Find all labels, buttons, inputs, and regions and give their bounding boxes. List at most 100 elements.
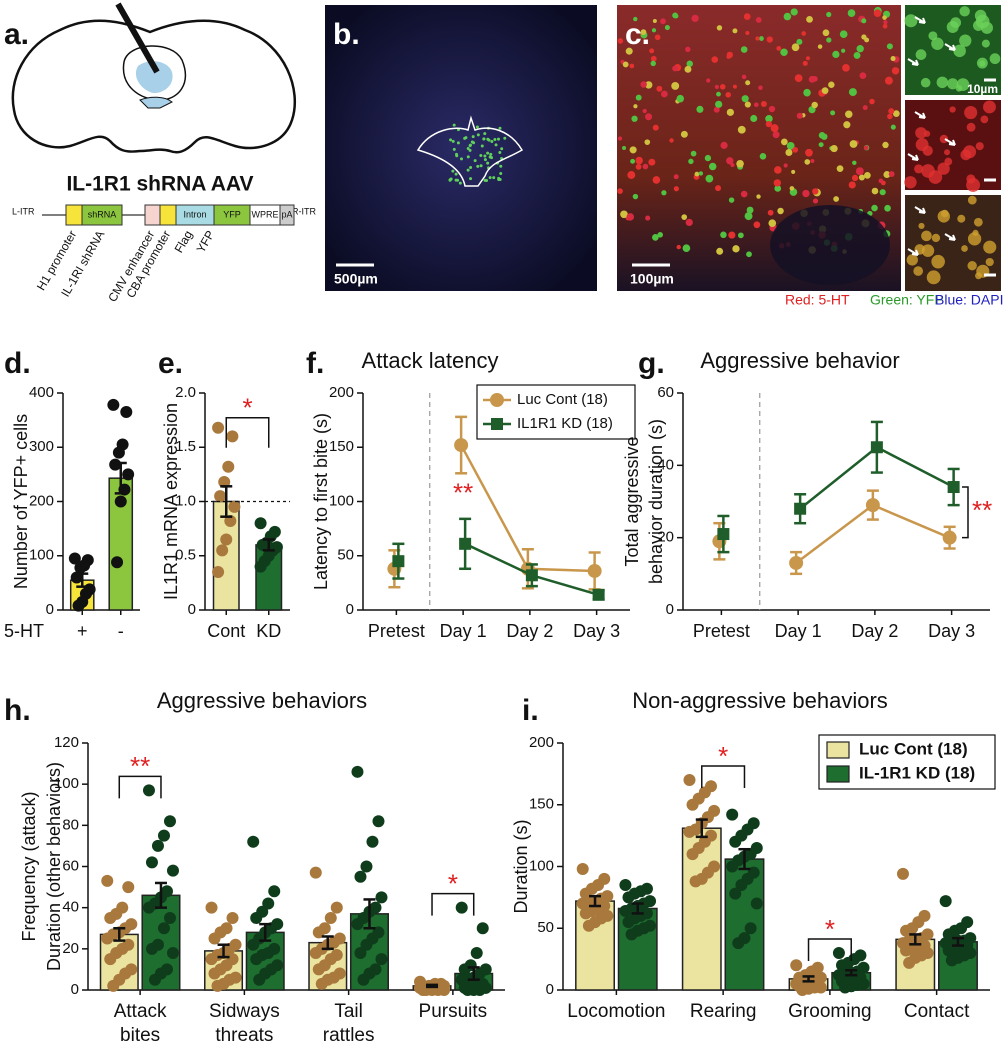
cell xyxy=(803,88,811,97)
data-point xyxy=(250,911,263,924)
cell xyxy=(817,44,823,49)
legend-marker xyxy=(490,393,504,407)
cell xyxy=(651,28,657,33)
y-tick-label: 100 xyxy=(29,547,54,564)
cell xyxy=(890,124,896,130)
cell xyxy=(851,174,859,182)
panel-label: f. xyxy=(306,347,324,380)
data-point xyxy=(120,405,133,418)
cell xyxy=(770,124,779,133)
cell xyxy=(486,161,490,165)
marker xyxy=(592,588,605,601)
cell xyxy=(632,193,639,200)
cell xyxy=(821,87,829,94)
data-point xyxy=(476,922,489,935)
data-point xyxy=(166,946,179,959)
cell xyxy=(652,19,657,24)
cell xyxy=(975,14,990,29)
data-point xyxy=(68,552,81,565)
significance: * xyxy=(448,869,458,899)
cell xyxy=(669,138,674,143)
x-tick-label: KD xyxy=(256,621,281,641)
marker xyxy=(459,537,472,550)
cell xyxy=(921,230,932,242)
cell xyxy=(830,110,836,116)
panel-label: a. xyxy=(4,18,29,51)
cell xyxy=(468,148,472,152)
data-point xyxy=(622,891,635,904)
cell xyxy=(475,125,479,129)
data-point xyxy=(256,538,269,551)
y-axis-label: behavior duration (s) xyxy=(646,419,666,584)
cell xyxy=(716,247,724,255)
cell xyxy=(656,85,663,92)
cell xyxy=(811,101,818,109)
cell xyxy=(882,23,888,29)
data-point xyxy=(375,953,388,966)
construct-label: Intron xyxy=(183,209,206,219)
cell xyxy=(732,245,740,253)
cell xyxy=(937,162,950,175)
x-tick-label: Rearing xyxy=(690,1001,757,1022)
cell xyxy=(676,94,685,103)
cell xyxy=(842,64,850,72)
cell xyxy=(811,76,818,82)
cell xyxy=(944,157,953,166)
data-point xyxy=(212,566,225,579)
cell xyxy=(483,154,487,158)
cell xyxy=(493,138,497,142)
data-point xyxy=(324,911,337,924)
cell xyxy=(791,43,800,52)
cell xyxy=(690,150,697,157)
cell xyxy=(746,206,754,214)
data-point xyxy=(458,963,471,976)
data-point xyxy=(683,774,696,787)
cell xyxy=(853,51,861,59)
cell xyxy=(818,132,826,139)
data-point xyxy=(360,938,373,951)
cell xyxy=(483,178,487,182)
cell xyxy=(479,154,483,158)
cell xyxy=(989,53,1001,65)
y-tick-label: 0.5 xyxy=(175,547,196,564)
cell xyxy=(466,168,470,172)
cell xyxy=(476,133,480,137)
marker xyxy=(789,555,804,570)
data-point xyxy=(226,911,239,924)
cell xyxy=(503,136,507,140)
data-point xyxy=(625,928,638,941)
data-point xyxy=(686,848,699,861)
cell xyxy=(848,88,857,97)
cell xyxy=(921,164,935,178)
significance-bracket xyxy=(225,416,270,448)
y-tick-label: 120 xyxy=(54,734,79,751)
data-point xyxy=(254,560,267,573)
y-tick-label: 100 xyxy=(329,492,354,509)
cell xyxy=(681,214,688,220)
x-tick-label: Cont xyxy=(207,621,245,641)
cell xyxy=(859,72,867,80)
cell xyxy=(864,37,870,43)
cell xyxy=(966,122,976,132)
cell xyxy=(810,158,815,163)
cell xyxy=(633,104,638,109)
cell xyxy=(617,136,623,141)
cell xyxy=(654,34,661,41)
cell xyxy=(741,74,747,80)
y-axis-label: Latency to first bite (s) xyxy=(311,413,331,590)
cell xyxy=(673,186,679,192)
cell xyxy=(805,148,813,157)
cell xyxy=(629,146,637,154)
cell xyxy=(783,12,792,21)
cell xyxy=(944,149,951,156)
cell xyxy=(891,67,900,75)
cell xyxy=(959,6,970,17)
cell xyxy=(676,244,681,250)
cell xyxy=(691,14,699,23)
data-point xyxy=(208,932,221,945)
x-tick-label: Pursuits xyxy=(419,1001,488,1022)
cell xyxy=(483,132,487,136)
cell xyxy=(869,98,875,105)
cell xyxy=(458,181,462,185)
significance-bracket xyxy=(962,486,969,539)
